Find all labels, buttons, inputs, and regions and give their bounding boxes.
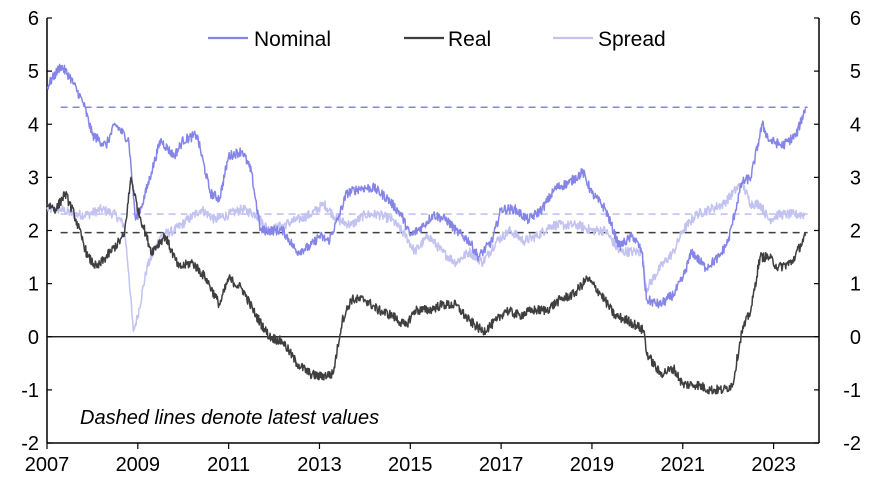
legend-label-nominal: Nominal [254,28,331,51]
series-layer [46,63,807,395]
y-tick-label-right: -2 [843,433,861,455]
x-tick-label: 2013 [297,454,342,476]
y-tick-label-left: -1 [21,380,39,402]
annotation-note: Dashed lines denote latest values [80,407,379,429]
y-tick-label-right: -1 [843,380,861,402]
y-tick-label-left: 5 [28,61,39,83]
x-tick-label: 2019 [570,454,615,476]
x-tick-label: 2021 [661,454,706,476]
y-tick-label-left: 3 [28,167,39,189]
y-tick-label-left: 1 [28,274,39,296]
real-series-line [46,176,807,395]
y-tick-label-right: 3 [850,167,861,189]
y-tick-label-right: 2 [850,221,861,243]
axes [46,18,820,444]
y-tick-label-left: 6 [28,8,39,30]
y-tick-label-left: 4 [28,114,39,136]
y-tick-label-right: 6 [850,8,861,30]
y-tick-label-left: 0 [28,327,39,349]
y-tick-label-right: 0 [850,327,861,349]
x-tick-label: 2015 [388,454,433,476]
y-tick-label-right: 5 [850,61,861,83]
legend-label-spread: Spread [598,28,666,51]
x-tick-label: 2009 [116,454,161,476]
x-tick-label: 2023 [751,454,796,476]
legend-label-real: Real [448,28,491,51]
y-tick-label-right: 4 [850,114,861,136]
x-tick-label: 2007 [25,454,70,476]
legend: Nominal Real Spread [208,28,666,51]
y-tick-label-right: 1 [850,274,861,296]
y-tick-label-left: -2 [21,433,39,455]
y-tick-label-left: 2 [28,221,39,243]
x-tick-label: 2011 [207,454,250,476]
nominal-series-line [46,63,807,309]
x-tick-label: 2017 [479,454,524,476]
spread-series-line [46,179,806,333]
